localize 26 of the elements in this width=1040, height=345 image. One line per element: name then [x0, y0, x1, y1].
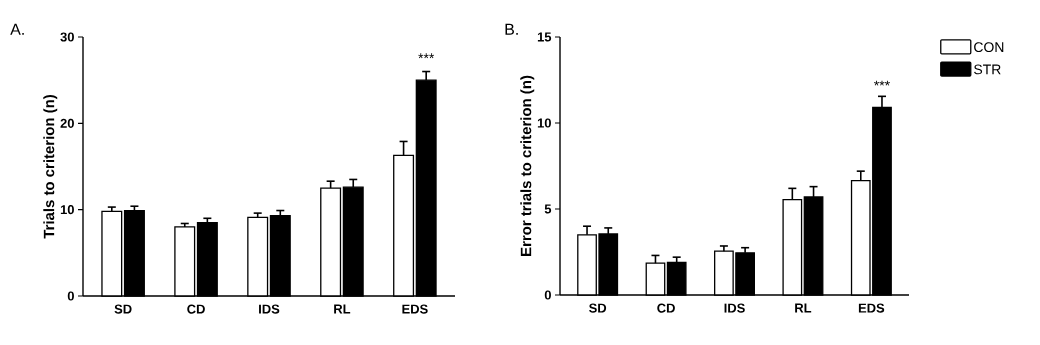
y-tick-label: 0	[544, 290, 551, 300]
x-tick-label: SD	[114, 304, 132, 314]
x-tick-label: IDS	[724, 303, 745, 313]
y-tick-label: 20	[60, 118, 74, 128]
x-tick-label: EDS	[858, 303, 885, 313]
x-tick-label: CD	[657, 303, 675, 313]
x-tick-label: RL	[795, 303, 812, 313]
chart-title: B.	[505, 23, 518, 35]
x-tick-label: RL	[334, 304, 351, 314]
chart-title: A.	[10, 23, 24, 35]
y-axis-title: Trials to criterion (n)	[43, 95, 58, 239]
x-tick-label: SD	[589, 303, 607, 313]
y-tick-label: 5	[544, 204, 552, 214]
legend-label: STR	[974, 64, 1001, 75]
annotation: ***	[418, 53, 435, 59]
y-tick-label: 0	[67, 291, 74, 301]
x-tick-label: IDS	[259, 304, 280, 314]
y-tick-label: 15	[537, 32, 552, 42]
x-tick-label: CD	[187, 304, 205, 314]
y-tick-label: 30	[60, 32, 74, 42]
y-tick-label: 10	[60, 205, 74, 215]
y-axis-title: Error trials to criterion (n)	[520, 75, 535, 256]
y-tick-label: 10	[537, 118, 551, 128]
annotation: ***	[874, 80, 890, 86]
x-tick-label: EDS	[402, 304, 428, 314]
legend-label: CON	[974, 42, 1004, 53]
